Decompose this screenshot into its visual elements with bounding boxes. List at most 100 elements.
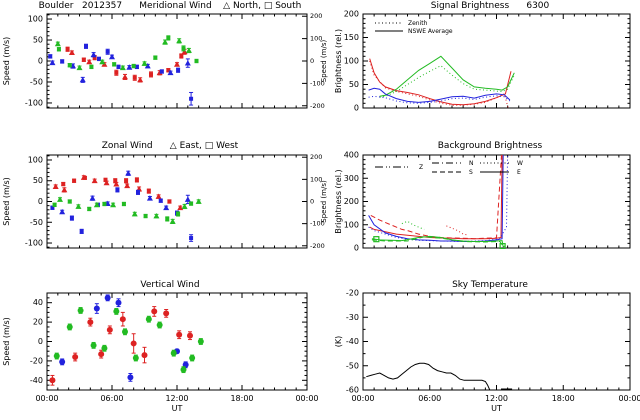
svg-text:Zenith: Zenith xyxy=(408,20,428,27)
svg-text:-60: -60 xyxy=(346,386,359,395)
svg-text:Speed (m/s): Speed (m/s) xyxy=(320,40,328,83)
svg-text:S: S xyxy=(469,169,473,176)
svg-text:-20: -20 xyxy=(30,356,43,365)
panel-vertical-wind: 00:00 06:00 12:00 18:00 00:00 UT -40 -20 0 20 40 Sp… xyxy=(2,292,319,413)
svg-text:(K): (K) xyxy=(334,336,343,348)
panel-title-zonal-wind: Zonal Wind △ East, □ West xyxy=(101,141,239,151)
svg-text:18:00: 18:00 xyxy=(552,394,575,403)
series-zonal-wind-green xyxy=(52,196,202,225)
svg-text:200: 200 xyxy=(344,10,359,19)
svg-text:0: 0 xyxy=(310,198,314,206)
svg-text:50: 50 xyxy=(33,36,43,45)
svg-text:400: 400 xyxy=(344,151,359,160)
svg-text:200: 200 xyxy=(344,197,359,206)
svg-text:Brightness (rel.): Brightness (rel.) xyxy=(334,169,343,233)
svg-text:00:00: 00:00 xyxy=(618,394,640,403)
line-signal-brightness-2 xyxy=(379,55,515,97)
panel-title-vertical-wind: Vertical Wind xyxy=(140,280,200,290)
svg-text:00:00: 00:00 xyxy=(295,394,318,403)
svg-text:300: 300 xyxy=(344,174,359,183)
svg-text:Z: Z xyxy=(419,164,423,171)
svg-text:100: 100 xyxy=(344,57,359,66)
series-zonal-wind-red xyxy=(52,174,184,211)
series-zonal-wind-blue xyxy=(50,170,194,242)
svg-text:50: 50 xyxy=(349,80,359,89)
svg-text:0: 0 xyxy=(38,197,43,206)
svg-text:-20: -20 xyxy=(346,289,359,298)
svg-text:150: 150 xyxy=(344,33,359,42)
svg-text:W: W xyxy=(517,160,523,167)
svg-text:0: 0 xyxy=(354,244,359,253)
svg-text:-50: -50 xyxy=(30,218,43,227)
svg-text:-50: -50 xyxy=(30,77,43,86)
svg-text:Speed (m/s): Speed (m/s) xyxy=(320,180,328,223)
line-sky-temperature-0 xyxy=(366,362,491,391)
svg-text:Speed (m/s): Speed (m/s) xyxy=(2,177,11,226)
line-background-brightness-7 xyxy=(401,220,425,230)
svg-text:06:00: 06:00 xyxy=(100,394,123,403)
svg-text:100: 100 xyxy=(28,155,43,164)
svg-text:0: 0 xyxy=(38,337,43,346)
svg-text:06:00: 06:00 xyxy=(418,394,441,403)
svg-text:E: E xyxy=(517,169,521,176)
svg-text:-50: -50 xyxy=(346,361,359,370)
svg-text:Speed (m/s): Speed (m/s) xyxy=(2,37,11,86)
svg-text:100: 100 xyxy=(344,220,359,229)
svg-text:100: 100 xyxy=(310,35,322,43)
line-background-brightness-3 xyxy=(368,154,504,242)
svg-text:UT: UT xyxy=(172,404,183,413)
svg-text:00:00: 00:00 xyxy=(351,394,374,403)
svg-text:-100: -100 xyxy=(310,220,325,228)
svg-text:-40: -40 xyxy=(30,376,43,385)
svg-text:-200: -200 xyxy=(310,242,325,250)
line-background-brightness-4 xyxy=(368,154,509,243)
panel-signal-brightness: 0 50 100 150 200 Brightness (rel.) ZenithNSWE … xyxy=(334,10,631,113)
svg-text:50: 50 xyxy=(33,176,43,185)
series-vertical-wind-blue xyxy=(59,294,189,382)
svg-text:-100: -100 xyxy=(310,79,325,87)
svg-text:12:00: 12:00 xyxy=(485,394,508,403)
svg-text:-100: -100 xyxy=(25,98,43,107)
series-meridional-wind-green xyxy=(54,35,199,71)
svg-text:-40: -40 xyxy=(346,337,359,346)
line-background-brightness-6 xyxy=(371,236,504,247)
svg-text:UT: UT xyxy=(491,404,502,413)
svg-text:-100: -100 xyxy=(25,239,43,248)
svg-text:12:00: 12:00 xyxy=(165,394,188,403)
svg-text:18:00: 18:00 xyxy=(230,394,253,403)
svg-text:200: 200 xyxy=(310,153,322,161)
panel-title-signal-brightness: Signal Brightness 6300 xyxy=(430,1,550,11)
line-signal-brightness-0 xyxy=(369,58,512,106)
svg-text:100: 100 xyxy=(28,15,43,24)
line-signal-brightness-4 xyxy=(368,87,511,103)
line-signal-brightness-3 xyxy=(379,65,515,98)
panel-title-meridional-wind: Boulder 2012357 Meridional Wind △ North,… xyxy=(38,1,302,11)
panel-title-background-brightness: Background Brightness xyxy=(437,141,543,151)
svg-text:40: 40 xyxy=(33,298,43,307)
svg-text:00:00: 00:00 xyxy=(35,394,58,403)
panel-sky-temperature: 00:00 06:00 12:00 18:00 00:00 UT -60 -50 -40 -30 -… xyxy=(334,289,640,414)
svg-text:NSWE Average: NSWE Average xyxy=(408,28,453,35)
line-background-brightness-0 xyxy=(369,154,503,240)
svg-text:100: 100 xyxy=(310,175,322,183)
svg-text:Brightness (rel.): Brightness (rel.) xyxy=(334,29,343,93)
series-vertical-wind-green xyxy=(53,307,204,374)
series-meridional-wind-blue xyxy=(48,43,194,106)
line-signal-brightness-1 xyxy=(369,60,509,109)
line-background-brightness-1 xyxy=(370,154,502,240)
svg-text:-30: -30 xyxy=(346,313,359,322)
svg-text:20: 20 xyxy=(33,318,43,327)
svg-text:-200: -200 xyxy=(310,102,325,110)
panel-title-sky-temperature: Sky Temperature xyxy=(452,280,528,290)
svg-text:N: N xyxy=(469,160,474,167)
svg-text:0: 0 xyxy=(38,57,43,66)
svg-text:Speed (m/s): Speed (m/s) xyxy=(2,317,11,366)
line-background-brightness-2 xyxy=(446,225,469,236)
svg-text:0: 0 xyxy=(310,57,314,65)
series-vertical-wind-red xyxy=(49,306,193,386)
svg-text:0: 0 xyxy=(354,104,359,113)
